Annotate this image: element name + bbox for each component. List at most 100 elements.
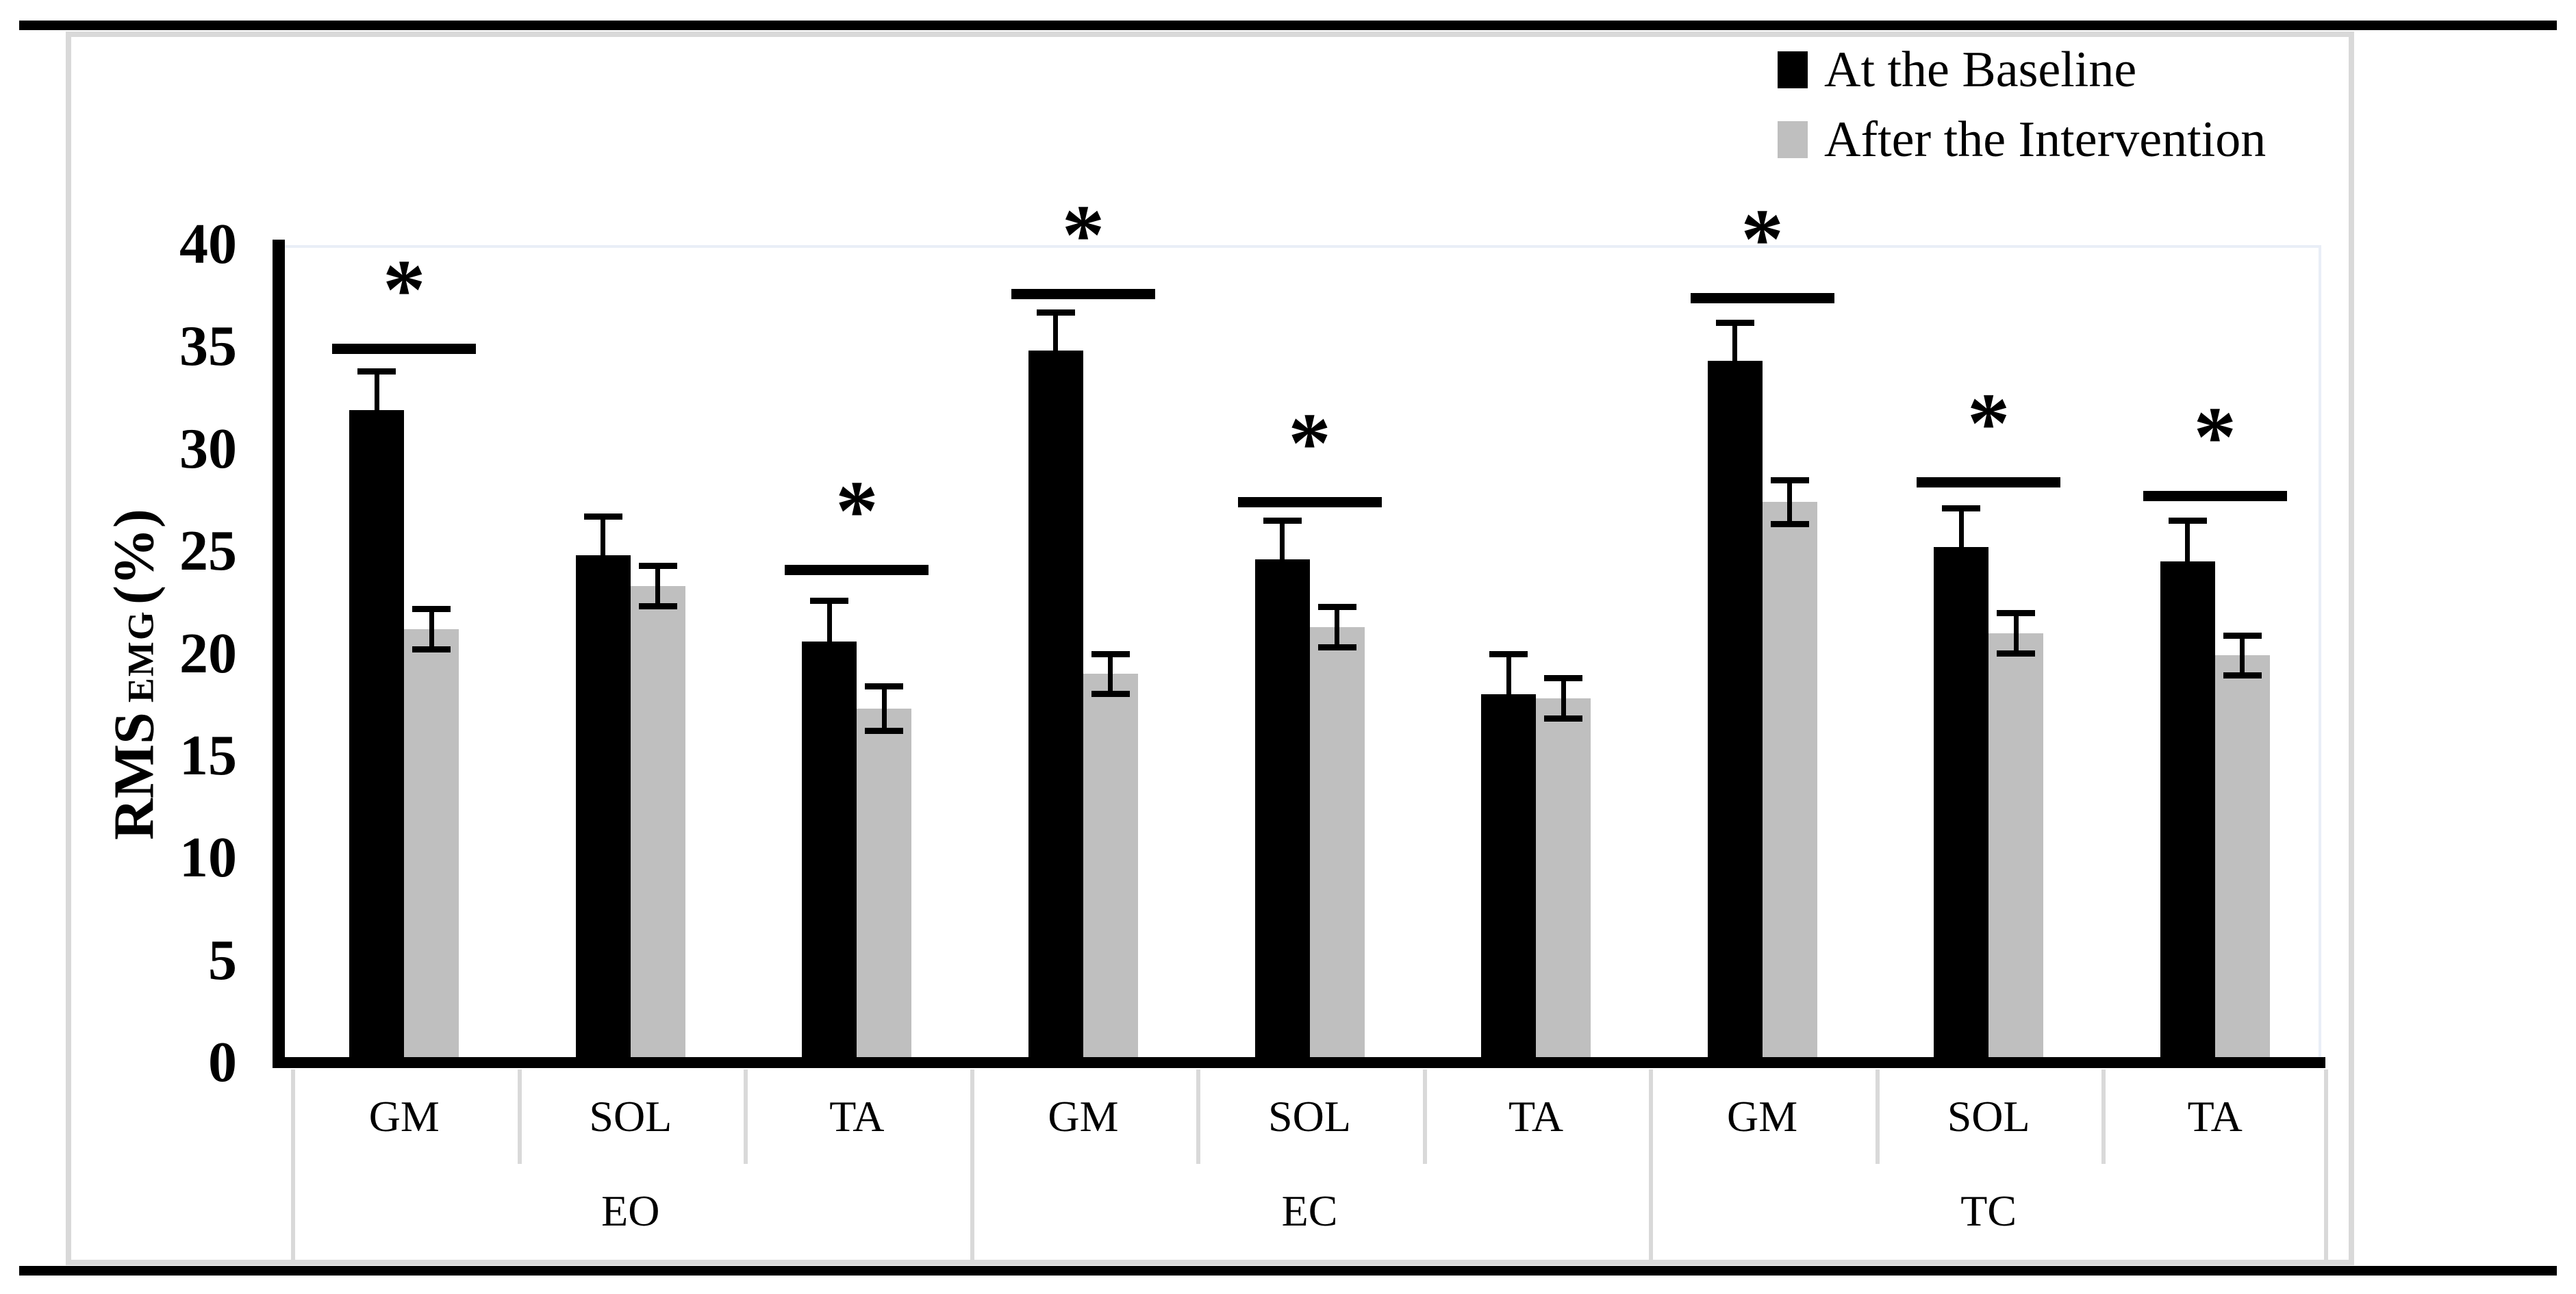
y-tick-label: 20 bbox=[179, 621, 237, 685]
bar-baseline bbox=[1254, 559, 1310, 1057]
y-tick-label: 10 bbox=[179, 826, 237, 890]
bar-baseline bbox=[1028, 351, 1083, 1057]
error-bar-stem bbox=[1280, 520, 1285, 560]
table-divider-group bbox=[970, 1069, 974, 1261]
significance-asterisk: * bbox=[1967, 376, 2010, 471]
condition-group-label: EC bbox=[1281, 1187, 1338, 1235]
bar-baseline bbox=[1707, 361, 1763, 1057]
y-tick-label: 15 bbox=[179, 723, 237, 787]
error-bar-stem bbox=[1787, 479, 1793, 525]
error-bar-cap-top bbox=[2223, 632, 2262, 639]
muscle-category-label: SOL bbox=[1947, 1092, 2030, 1141]
error-bar-stem bbox=[1561, 678, 1566, 720]
bar-after bbox=[1083, 674, 1138, 1057]
x-axis-line bbox=[273, 1057, 2325, 1068]
muscle-category-label: SOL bbox=[1268, 1092, 1351, 1141]
error-bar-cap-top bbox=[810, 597, 849, 604]
condition-group-label: TC bbox=[1960, 1187, 2017, 1235]
table-divider-muscle bbox=[1422, 1069, 1427, 1164]
y-axis-line bbox=[273, 240, 285, 1068]
bar-after bbox=[1988, 633, 2044, 1057]
condition-group-label: EO bbox=[601, 1187, 660, 1235]
y-tick-label: 25 bbox=[179, 519, 237, 583]
table-divider-muscle bbox=[744, 1069, 748, 1164]
error-bar-stem bbox=[1108, 653, 1113, 695]
error-bar-cap-top bbox=[1489, 650, 1528, 657]
error-bar-stem bbox=[826, 600, 832, 642]
figure-bottom-rule bbox=[19, 1266, 2557, 1276]
bar-baseline bbox=[1934, 547, 1989, 1057]
error-bar-cap-top bbox=[583, 513, 622, 520]
y-tick-label: 30 bbox=[179, 416, 237, 481]
error-bar-cap-top bbox=[1317, 603, 1356, 610]
error-bar-cap-bottom bbox=[865, 728, 904, 735]
error-bar-cap-top bbox=[1091, 650, 1130, 657]
significance-line bbox=[785, 565, 929, 575]
muscle-category-label: GM bbox=[1727, 1092, 1798, 1141]
table-divider-muscle bbox=[517, 1069, 522, 1164]
significance-asterisk: * bbox=[1061, 188, 1105, 283]
error-bar-stem bbox=[1958, 508, 1964, 548]
error-bar-cap-bottom bbox=[1544, 715, 1583, 722]
bar-after bbox=[1309, 626, 1365, 1057]
error-bar-stem bbox=[601, 516, 606, 556]
error-bar-cap-top bbox=[865, 683, 904, 690]
table-divider-muscle bbox=[1196, 1069, 1201, 1164]
error-bar-cap-top bbox=[638, 563, 677, 570]
legend-item-after: After the Intervention bbox=[1778, 105, 2266, 174]
bar-baseline bbox=[1481, 694, 1537, 1057]
error-bar-cap-top bbox=[1263, 518, 1302, 524]
bar-after bbox=[1536, 698, 1591, 1057]
error-bar-stem bbox=[2013, 612, 2019, 654]
significance-asterisk: * bbox=[1288, 396, 1331, 492]
y-tick-label: 5 bbox=[208, 928, 237, 992]
muscle-category-label: GM bbox=[368, 1092, 440, 1141]
muscle-category-label: TA bbox=[2187, 1092, 2243, 1141]
table-divider-muscle bbox=[1875, 1069, 1880, 1164]
y-tick-label: 35 bbox=[179, 314, 237, 379]
y-tick-label: 0 bbox=[208, 1030, 237, 1094]
error-bar-cap-top bbox=[1715, 319, 1754, 326]
error-bar-stem bbox=[1732, 322, 1738, 361]
error-bar-stem bbox=[374, 371, 379, 410]
error-bar-cap-bottom bbox=[412, 646, 451, 652]
muscle-category-label: TA bbox=[829, 1092, 885, 1141]
error-bar-stem bbox=[2240, 635, 2245, 676]
significance-line bbox=[1917, 477, 2061, 487]
significance-line bbox=[1237, 497, 1382, 508]
error-bar-cap-bottom bbox=[638, 602, 677, 609]
bar-after bbox=[1762, 502, 1817, 1057]
bar-baseline bbox=[802, 641, 857, 1057]
error-bar-cap-bottom bbox=[2223, 672, 2262, 679]
bar-after bbox=[2214, 655, 2270, 1057]
table-divider-muscle bbox=[2101, 1069, 2106, 1164]
error-bar-cap-top bbox=[2168, 518, 2207, 524]
figure-top-rule bbox=[19, 21, 2557, 30]
bar-after bbox=[404, 629, 459, 1057]
error-bar-stem bbox=[1506, 653, 1511, 695]
error-bar-cap-top bbox=[1997, 609, 2036, 616]
error-bar-stem bbox=[1335, 606, 1339, 648]
muscle-category-label: SOL bbox=[589, 1092, 672, 1141]
error-bar-cap-bottom bbox=[1997, 650, 2036, 657]
error-bar-cap-bottom bbox=[1317, 644, 1356, 650]
error-bar-stem bbox=[881, 686, 887, 732]
error-bar-cap-top bbox=[412, 605, 451, 612]
bar-after bbox=[857, 709, 912, 1057]
bar-baseline bbox=[2160, 561, 2215, 1057]
significance-line bbox=[332, 344, 477, 355]
table-divider-group bbox=[291, 1069, 295, 1261]
error-bar-cap-top bbox=[1036, 309, 1075, 316]
significance-asterisk: * bbox=[2193, 390, 2236, 485]
significance-asterisk: * bbox=[383, 243, 426, 338]
error-bar-stem bbox=[2185, 520, 2190, 562]
legend-label-after: After the Intervention bbox=[1824, 111, 2266, 168]
legend-swatch-baseline bbox=[1778, 51, 1808, 88]
significance-line bbox=[2143, 491, 2287, 502]
significance-line bbox=[1011, 288, 1155, 299]
muscle-category-label: TA bbox=[1508, 1092, 1564, 1141]
bar-baseline bbox=[349, 409, 405, 1057]
table-divider-group bbox=[1649, 1069, 1654, 1261]
significance-asterisk: * bbox=[835, 464, 879, 559]
error-bar-cap-bottom bbox=[1091, 691, 1130, 698]
